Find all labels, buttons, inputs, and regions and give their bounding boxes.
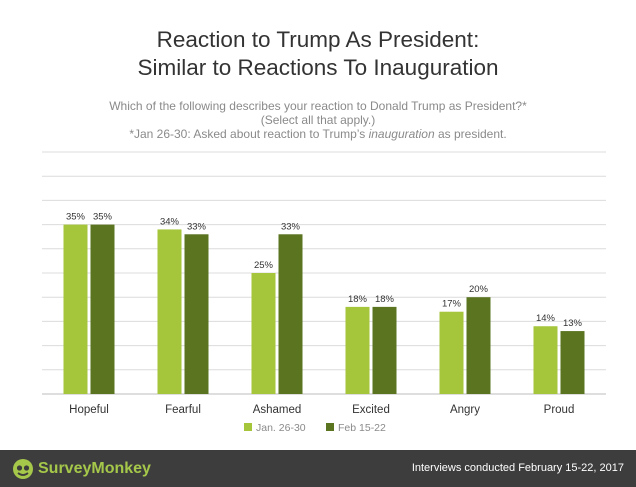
- bar-2: [466, 297, 491, 394]
- subtitle-line-3: *Jan 26-30: Asked about reaction to Trum…: [0, 127, 636, 141]
- bar-1: [439, 311, 464, 394]
- legend-swatch: [244, 423, 252, 431]
- subtitle-line-1: Which of the following describes your re…: [109, 99, 527, 113]
- bar-2: [372, 306, 397, 394]
- data-label: 35%: [66, 212, 86, 223]
- data-label: 20%: [469, 284, 489, 295]
- data-label: 33%: [281, 221, 301, 232]
- footer-bar: SurveyMonkey Interviews conducted Februa…: [0, 450, 636, 487]
- footer-note: Interviews conducted February 15-22, 201…: [411, 462, 624, 474]
- data-label: 18%: [375, 294, 395, 305]
- data-label: 18%: [348, 294, 368, 305]
- bar-1: [533, 326, 558, 394]
- chart-title: Reaction to Trump As President: Similar …: [0, 26, 636, 82]
- x-tick-label: Angry: [450, 404, 480, 416]
- data-label: 17%: [442, 299, 462, 310]
- bar-2: [560, 331, 585, 394]
- bar-1: [63, 224, 88, 394]
- bar-2: [278, 234, 303, 394]
- bar-2: [90, 224, 115, 394]
- subtitle-line-3-suffix: as president.: [434, 127, 507, 141]
- subtitle-line-3-italic: inauguration: [368, 127, 435, 141]
- bar-2: [184, 234, 209, 394]
- subtitle-line-2: (Select all that apply.): [260, 113, 376, 127]
- bar-chart: 35% 35% Hopeful 34% 33% Fearful 25% 33% Ashamed 1…: [42, 151, 606, 434]
- data-label: 25%: [254, 260, 274, 271]
- data-label: 35%: [93, 212, 113, 223]
- data-label: 34%: [160, 216, 180, 227]
- surveymonkey-logo-icon: [13, 459, 33, 479]
- x-tick-label: Excited: [352, 404, 390, 416]
- subtitle-line-3-prefix: *Jan 26-30: Asked about reaction to Trum…: [129, 127, 369, 141]
- x-tick-label: Ashamed: [253, 404, 302, 416]
- data-label: 14%: [536, 313, 556, 324]
- title-line-2: Similar to Reactions To Inauguration: [137, 55, 499, 80]
- title-line-1: Reaction to Trump As President:: [156, 27, 480, 52]
- legend-label: Feb 15-22: [338, 422, 386, 434]
- chart-subtitle: Which of the following describes your re…: [0, 99, 636, 141]
- bar-1: [251, 273, 276, 394]
- brand-logo: SurveyMonkey: [12, 458, 151, 480]
- x-tick-label: Fearful: [165, 404, 201, 416]
- legend-label: Jan. 26-30: [256, 422, 306, 434]
- brand-name: SurveyMonkey: [38, 460, 151, 477]
- bar-1: [345, 306, 370, 394]
- legend-swatch: [326, 423, 334, 431]
- bar-1: [157, 229, 182, 394]
- x-tick-label: Proud: [544, 404, 575, 416]
- data-label: 33%: [187, 221, 207, 232]
- data-label: 13%: [563, 318, 583, 329]
- x-tick-label: Hopeful: [69, 404, 109, 416]
